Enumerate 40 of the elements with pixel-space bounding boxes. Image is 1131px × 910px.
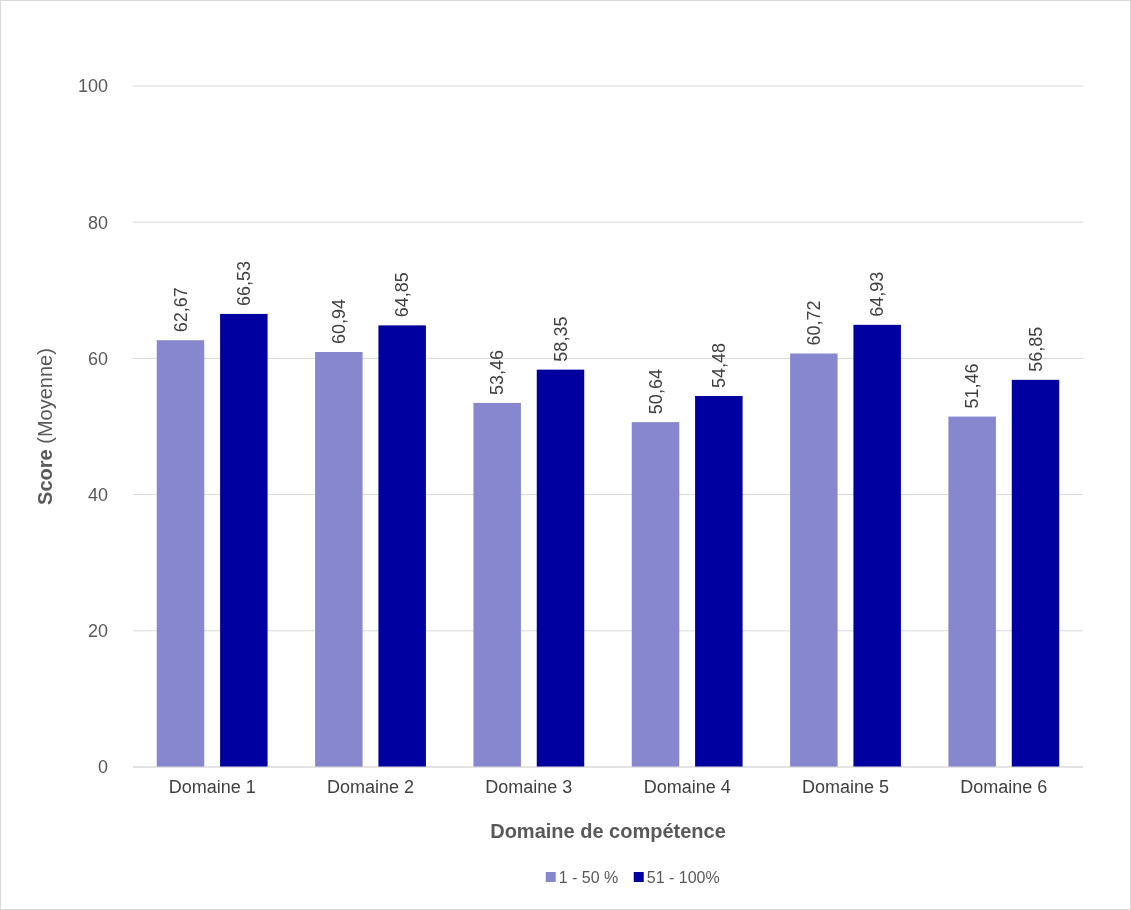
x-tick-label: Domaine 5	[801, 777, 890, 797]
x-tick-label: Domaine 4	[643, 777, 731, 797]
y-tick-label: 60	[87, 348, 108, 369]
y-tick-label: 40	[87, 484, 108, 505]
y-tick-label: 80	[87, 212, 108, 233]
y-tick-label: 20	[87, 621, 108, 642]
bar	[790, 353, 838, 767]
bar	[631, 422, 680, 767]
bar	[220, 313, 268, 767]
data-label: 60,94	[328, 298, 349, 344]
bar	[948, 416, 996, 767]
y-axis-title: Score (Moyenne)	[34, 348, 56, 505]
y-tick-label: 100	[77, 76, 108, 97]
data-label: 51,46	[962, 363, 983, 409]
legend-label: 1 - 50 %	[558, 869, 619, 886]
x-tick-label: Domaine 2	[326, 777, 415, 797]
data-label: 53,46	[487, 349, 508, 395]
legend-label: 51 - 100%	[646, 869, 720, 886]
bar	[315, 352, 363, 767]
bar	[695, 395, 743, 767]
bar	[156, 340, 205, 767]
data-label: 54,48	[708, 342, 729, 388]
bar	[536, 369, 585, 767]
data-label: 64,93	[867, 271, 888, 317]
x-tick-label: Domaine 1	[168, 777, 256, 797]
x-tick-label: Domaine 3	[485, 777, 573, 797]
data-label: 50,64	[645, 369, 666, 415]
x-axis-title: Domaine de compétence	[490, 820, 726, 842]
bar	[473, 402, 521, 767]
data-label: 60,72	[803, 300, 824, 346]
data-label: 58,35	[550, 316, 571, 362]
data-label: 56,85	[1025, 326, 1046, 372]
data-label: 66,53	[233, 260, 254, 306]
x-tick-label: Domaine 6	[960, 777, 1048, 797]
bar	[378, 325, 426, 767]
bar	[853, 324, 901, 767]
y-tick-label: 0	[97, 757, 108, 778]
data-label: 64,85	[392, 272, 413, 318]
data-label: 62,67	[170, 287, 191, 333]
bar	[1011, 379, 1060, 767]
